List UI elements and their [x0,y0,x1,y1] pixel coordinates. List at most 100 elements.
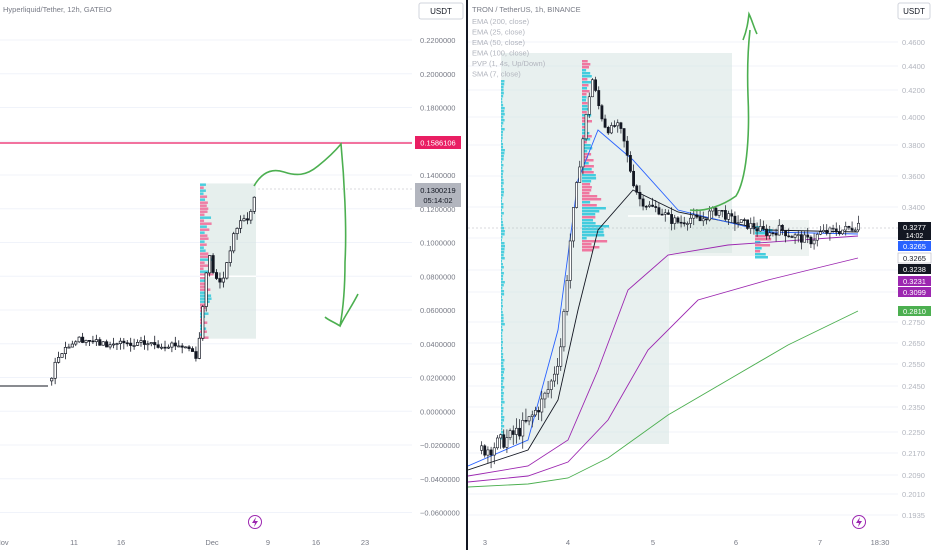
candle [53,361,57,379]
indicator-legend-item[interactable]: EMA (200, close) [472,17,530,26]
candle [559,346,563,367]
indicator-legend-item[interactable]: EMA (50, close) [472,38,525,47]
volume-profile-bar [582,117,587,120]
volume-profile-bar [582,87,588,90]
candle [812,239,816,245]
volume-profile-bar [501,212,504,215]
candle [94,339,98,343]
volume-profile-bar [501,92,504,95]
candle [492,447,496,456]
candle [809,236,813,245]
volume-profile-bar [200,192,204,195]
x-tick-label: Nov [0,538,9,547]
candle [502,434,506,448]
candle [838,231,841,235]
candle [679,221,683,224]
volume-profile-bar [501,374,504,377]
volume-profile-bar [501,281,505,284]
candle [221,277,225,283]
y-tick-label: 0.2170 [902,449,925,458]
candle [483,445,487,456]
lightning-icon-right[interactable] [852,515,866,529]
y-tick-label: 0.4000 [902,113,925,122]
volume-profile-bar [501,362,504,365]
candle [101,341,105,346]
candle [122,340,126,344]
candle [686,223,689,225]
volume-profile-bar [501,218,503,221]
volume-profile-bar [501,203,504,206]
y-tick-label: 0.4600 [902,38,925,47]
volume-profile-bar [501,263,503,266]
volume-profile-bar [582,213,596,216]
candle [511,430,515,435]
candle [499,434,502,439]
indicator-legend-item[interactable]: EMA (100, close) [472,49,530,58]
price-tag-text: 0.2810 [903,307,926,316]
candle [228,250,232,263]
volume-profile-bar [501,359,505,362]
candle [749,223,753,229]
volume-profile-bar [501,293,505,296]
indicator-legend-item[interactable]: PVP (1, 4s, Up/Down) [472,59,546,68]
y-tick-label: 0.0200000 [420,374,455,383]
candle [597,90,601,106]
candle [135,342,140,346]
candle [746,219,749,229]
volume-profile-bar [582,96,587,99]
candle [660,213,664,216]
right-chart-pane[interactable]: EMA (200, close) EMA (25, close)EMA (50, … [468,0,932,550]
volume-profile-bar [501,350,503,353]
candle [834,228,838,233]
volume-profile-bar [200,291,206,294]
volume-profile-bar [501,407,504,410]
volume-profile-bar [501,353,504,356]
volume-profile-bar [501,215,503,218]
candle [91,340,95,343]
volume-profile-bar [501,284,504,287]
volume-profile-bar [501,431,504,434]
y-tick-label: 0.2550 [902,360,925,369]
volume-profile-bar [501,173,503,176]
pane-separator[interactable] [466,0,468,550]
right-currency-button[interactable] [897,2,931,20]
candle [218,278,222,283]
volume-profile-bar [582,249,593,252]
candle [736,222,740,224]
indicator-legend-item[interactable]: EMA (25, close) [472,28,525,37]
candle [194,351,198,359]
candle [651,204,654,207]
volume-profile-bar [501,179,504,182]
moving-average-ema-200 [468,310,859,488]
volume-profile-bar [582,63,591,66]
candle [822,229,825,233]
lightning-icon[interactable] [248,515,262,529]
volume-profile-bar [200,213,205,216]
volume-profile-bar [501,329,504,332]
left-currency-button[interactable] [418,2,464,20]
volume-profile-bar [582,93,587,96]
volume-profile-bar [200,276,208,279]
left-chart-pane[interactable]: 0.22000000.20000000.18000000.16000000.14… [0,0,467,550]
volume-profile-bar [501,260,503,263]
volume-profile-bar [501,314,504,317]
candle [87,340,92,342]
moving-average-ema-50 [468,235,859,477]
candle [489,449,493,456]
volume-profile-bar [755,229,773,232]
indicator-legend-item[interactable]: SMA (7, close) [472,70,521,79]
y-tick-label: 0.1800000 [420,104,455,113]
volume-profile-bar [501,269,503,272]
volume-profile-bar [501,416,505,419]
candle [692,214,696,219]
x-tick-label: 6 [734,538,738,547]
y-tick-label: 0.3400 [902,203,925,212]
candle [70,343,74,348]
volume-profile-bar [755,238,772,241]
candle [98,339,102,346]
volume-profile-bar [501,221,503,224]
volume-profile-bar [501,278,503,281]
volume-profile-bar [501,224,504,227]
candle [663,212,667,215]
candle [505,437,509,448]
